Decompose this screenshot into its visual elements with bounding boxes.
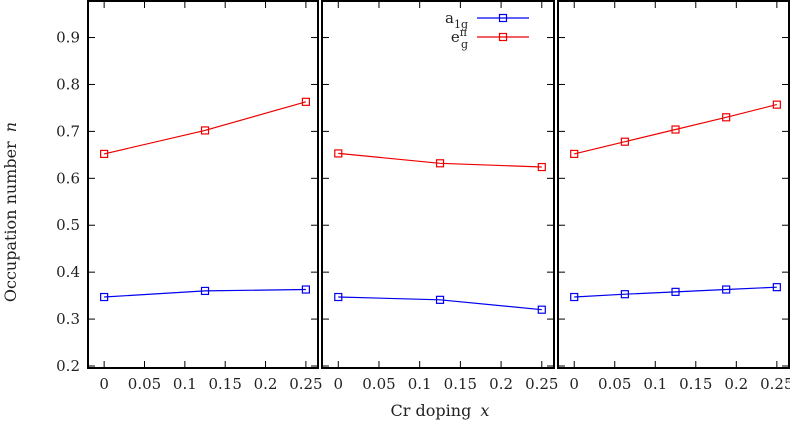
data-point [537,305,546,314]
data-point [301,285,310,294]
x-tick-label: 0.05 [598,375,631,393]
x-tick-label: 0.1 [173,375,197,393]
panel-2: 0 0.05 0.1 0.15 0.2 0.25 [321,0,558,393]
y-tick-label: 0.3 [56,310,80,328]
series-line [104,288,306,298]
series-line [338,296,542,311]
y-tick-label: 0.9 [56,29,80,47]
x-tick-label: 0.2 [254,375,278,393]
x-tick-label: 0.15 [444,375,477,393]
y-tick-label: 0.7 [56,122,80,140]
series-a1g [570,283,781,302]
x-tick-label: 0.1 [643,375,667,393]
x-tick-label: 0 [569,375,579,393]
series-eg-pi [100,97,310,159]
data-point [671,287,680,296]
data-point [570,149,579,159]
x-tick-label: 0.05 [362,375,395,393]
data-point [537,162,546,172]
panel-frame [557,0,790,369]
x-tick-label: 0.2 [489,375,513,393]
x-tick-label: 0.25 [525,375,558,393]
x-tick-label: 0 [334,375,344,393]
data-point [772,100,781,109]
panel-3: 0 0.05 0.1 0.15 0.2 0.25 [557,0,790,393]
series-line [574,104,777,155]
legend-marker [498,32,508,42]
data-point [722,113,731,122]
y-tick-label: 0.6 [56,169,80,187]
legend-marker [498,13,508,23]
data-point [772,283,781,292]
data-point [200,126,210,135]
data-point [671,125,680,134]
legend-label: a1g [445,9,468,31]
panel-frame [321,0,555,369]
y-tick-label: 0.5 [56,216,80,234]
series-a1g [100,285,310,302]
series-line [103,101,307,155]
series-eg-pi [334,149,546,172]
panels-layer: 0.20.30.40.50.60.70.80.90 0.05 0.1 0.15 0.2 0… [56,0,790,393]
x-axis-label: Cr doping x [391,401,490,420]
data-point [334,149,343,158]
x-tick-label: 0.25 [760,375,790,393]
y-axis-label-var: n [1,122,20,132]
y-axis-label-text: Occupation number [1,141,20,302]
svg-text:Occupation number n: Occupation number n [1,122,20,302]
panel-frame [87,0,319,369]
panel-1: 0.2 0.3 0.4 0.5 0.6 0.7 0.8 0.9 0 0.05 0.1 0.15 0.2 0… [56,0,323,393]
legend-entry: eπ g [451,26,529,51]
legend-entry: a1g [445,9,529,31]
series-line [574,286,777,298]
data-point [620,290,629,299]
y-tick-label: 0.4 [56,263,80,281]
data-point [334,292,343,302]
y-tick-label: 0.2 [56,357,80,375]
data-point [435,295,445,304]
data-point [722,285,731,294]
data-point [100,292,109,302]
data-point [301,97,310,106]
series-a1g [334,292,546,314]
x-tick-label: 0.1 [408,375,432,393]
x-axis-label-text: Cr doping [391,401,472,420]
data-point [100,149,109,159]
x-tick-label: 0 [99,375,109,393]
series-eg-pi [570,100,781,159]
data-point [570,292,579,302]
x-tick-label: 0.15 [679,375,712,393]
y-axis-label: Occupation number n [1,122,20,302]
x-axis-label-var: x [480,401,489,420]
x-tick-label: 0.25 [289,375,322,393]
y-tick-label: 0.8 [56,75,80,93]
x-tick-label: 0.2 [724,375,748,393]
data-point [200,286,210,296]
series-line [338,152,542,168]
svg-text:Cr doping x: Cr doping x [391,401,490,420]
data-point [435,159,445,168]
x-tick-label: 0.15 [208,375,241,393]
x-tick-label: 0.05 [128,375,161,393]
legend-label: eπ g [451,26,468,51]
data-point [620,137,629,146]
